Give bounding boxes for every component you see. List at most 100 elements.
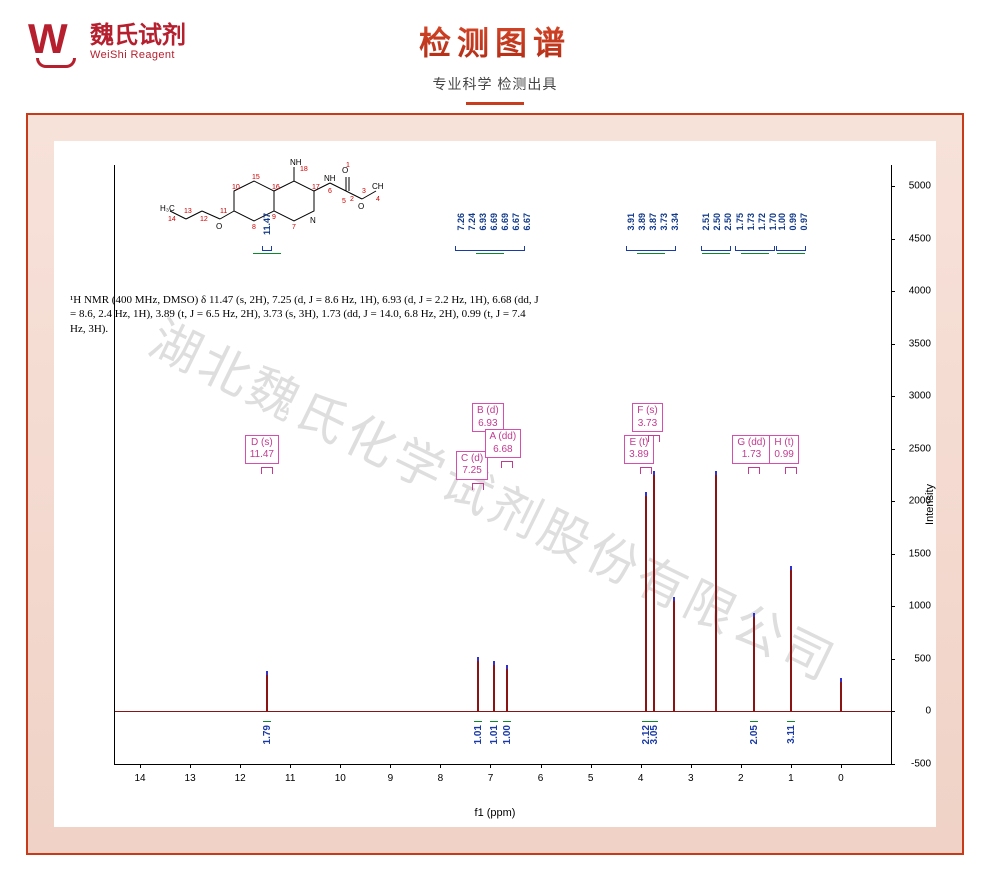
y-tick xyxy=(891,186,895,187)
y-tick-label: -500 xyxy=(911,759,931,770)
integral-curve xyxy=(741,253,769,254)
y-tick-label: 4000 xyxy=(909,286,931,297)
y-tick xyxy=(891,659,895,660)
chemical-shift-labels: 1.000.990.97 xyxy=(776,213,809,233)
x-tick-label: 3 xyxy=(688,773,694,784)
integral-value: 1.01 xyxy=(473,725,484,744)
integral-curve xyxy=(476,253,504,254)
nmr-peak xyxy=(673,601,675,711)
peak-label-box: F (s)3.73 xyxy=(632,403,663,432)
shift-bracket-icon xyxy=(455,247,525,251)
nmr-peak xyxy=(715,475,717,711)
logo-text-en: WeiShi Reagent xyxy=(90,49,186,61)
integral-value: 3.11 xyxy=(786,725,797,744)
integral-tick xyxy=(650,721,658,722)
y-tick-label: 500 xyxy=(914,653,931,664)
integral-value: 1.79 xyxy=(262,725,273,744)
peak-bracket-icon xyxy=(472,483,484,489)
peak-label-box: H (t)0.99 xyxy=(769,435,798,464)
logo: W 魏氏试剂 WeiShi Reagent xyxy=(28,18,186,66)
chart-panel: 湖北魏氏化学试剂股份有限公司 xyxy=(26,113,964,855)
y-tick xyxy=(891,764,895,765)
y-tick xyxy=(891,501,895,502)
x-tick-label: 13 xyxy=(185,773,196,784)
y-tick xyxy=(891,711,895,712)
x-tick xyxy=(340,764,341,768)
chemical-shift-labels: 2.512.502.50 xyxy=(701,213,734,233)
integral-curve xyxy=(702,253,730,254)
x-tick-label: 0 xyxy=(838,773,844,784)
nmr-peak xyxy=(493,665,495,711)
y-tick-label: 1500 xyxy=(909,548,931,559)
peak-bracket-icon xyxy=(501,461,513,467)
integral-tick xyxy=(750,721,758,722)
integral-curve xyxy=(777,253,805,254)
x-tick xyxy=(390,764,391,768)
integral-curve xyxy=(253,253,281,254)
plot-area: 01234567891011121314-5000500100015002000… xyxy=(114,165,892,765)
logo-text: 魏氏试剂 WeiShi Reagent xyxy=(90,23,186,61)
nmr-peak xyxy=(840,682,842,711)
x-tick xyxy=(290,764,291,768)
x-tick xyxy=(190,764,191,768)
integral-tick xyxy=(490,721,498,722)
nmr-chart: 湖北魏氏化学试剂股份有限公司 xyxy=(54,141,936,827)
nmr-peak xyxy=(477,661,479,711)
x-tick xyxy=(490,764,491,768)
nmr-peak xyxy=(653,475,655,711)
nmr-peak xyxy=(753,617,755,712)
peak-bracket-icon xyxy=(640,467,652,473)
y-tick-label: 1000 xyxy=(909,601,931,612)
shift-bracket-icon xyxy=(701,247,731,251)
x-tick xyxy=(741,764,742,768)
title-divider xyxy=(466,102,524,105)
y-tick-label: 4500 xyxy=(909,233,931,244)
y-tick xyxy=(891,291,895,292)
x-tick xyxy=(641,764,642,768)
y-tick xyxy=(891,396,895,397)
x-tick xyxy=(591,764,592,768)
x-tick-label: 10 xyxy=(335,773,346,784)
logo-underline-icon xyxy=(36,58,76,68)
shift-bracket-icon xyxy=(735,247,775,251)
integral-tick xyxy=(263,721,271,722)
nmr-peak xyxy=(506,669,508,711)
header: W 魏氏试剂 WeiShi Reagent 检测图谱 专业科学 检测出具 xyxy=(0,0,990,95)
x-tick xyxy=(440,764,441,768)
y-tick xyxy=(891,606,895,607)
y-axis-label: Intensity xyxy=(924,484,936,525)
integral-tick xyxy=(474,721,482,722)
y-tick xyxy=(891,239,895,240)
page-subtitle: 专业科学 检测出具 xyxy=(0,74,990,94)
x-tick-label: 14 xyxy=(134,773,145,784)
x-tick xyxy=(791,764,792,768)
peak-bracket-icon xyxy=(648,435,660,441)
integral-tick xyxy=(503,721,511,722)
integral-value: 1.00 xyxy=(502,725,513,744)
y-tick-label: 3000 xyxy=(909,391,931,402)
x-tick xyxy=(841,764,842,768)
peak-bracket-icon xyxy=(261,467,273,473)
peak-label-box: G (dd)1.73 xyxy=(732,435,770,464)
peak-bracket-icon xyxy=(748,467,760,473)
integral-value: 1.01 xyxy=(489,725,500,744)
y-tick-label: 2500 xyxy=(909,443,931,454)
x-tick-label: 6 xyxy=(538,773,544,784)
chemical-shift-labels: 3.913.893.873.733.34 xyxy=(626,213,681,233)
y-tick xyxy=(891,449,895,450)
x-tick-label: 9 xyxy=(388,773,394,784)
x-tick xyxy=(240,764,241,768)
x-tick-label: 11 xyxy=(285,773,295,784)
integral-value: 3.05 xyxy=(649,725,660,744)
x-tick xyxy=(541,764,542,768)
integral-tick xyxy=(642,721,650,722)
integral-curve xyxy=(637,253,665,254)
x-axis-label: f1 (ppm) xyxy=(475,807,516,819)
x-tick-label: 12 xyxy=(235,773,246,784)
x-tick-label: 5 xyxy=(588,773,594,784)
x-tick-label: 4 xyxy=(638,773,644,784)
y-tick-label: 0 xyxy=(925,706,931,717)
shift-bracket-icon xyxy=(776,247,806,251)
shift-bracket-icon xyxy=(262,247,272,251)
x-tick-label: 7 xyxy=(488,773,494,784)
